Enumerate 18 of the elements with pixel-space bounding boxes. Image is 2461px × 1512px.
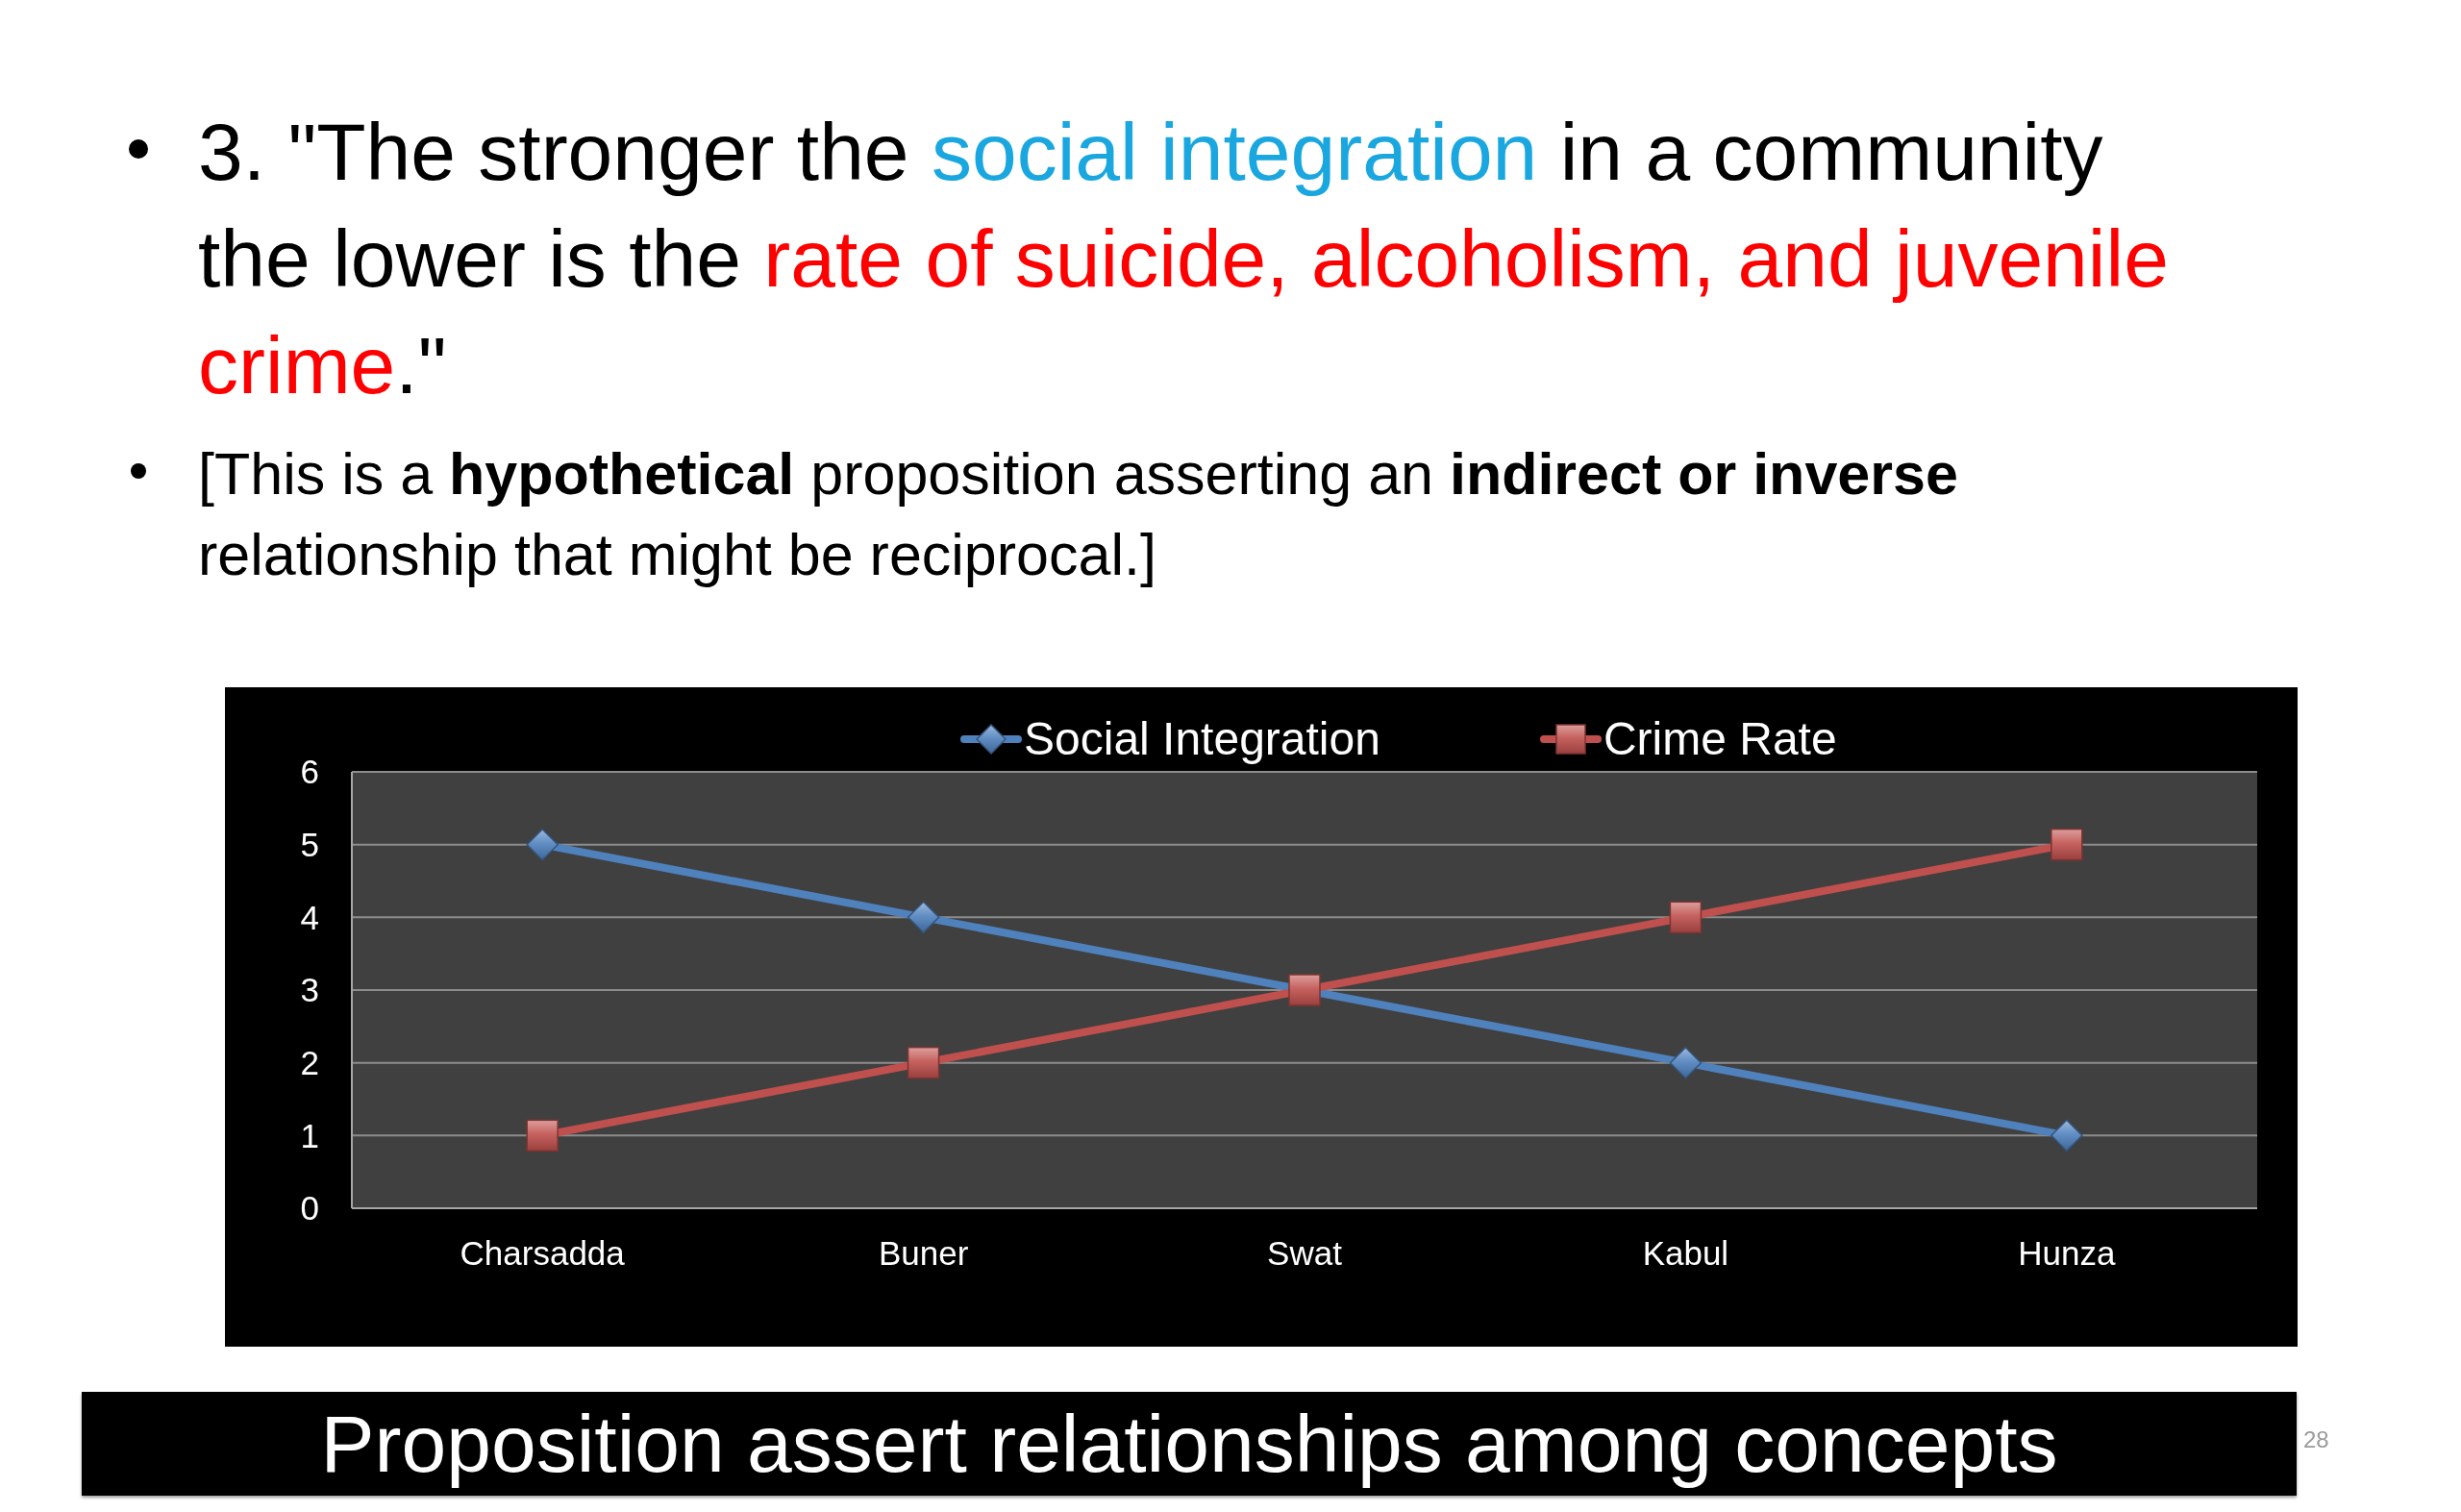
y-tick-label: 6 [300,753,319,791]
y-tick-label: 1 [300,1116,319,1154]
x-tick-label: Buner [878,1233,969,1272]
text: [This is a hypothetical proposition asserting an indirect or inverse relationship that might be reciprocal.] [198,441,1958,587]
legend-label: Social Integration [1024,712,1380,765]
y-tick-label: 0 [300,1189,319,1227]
x-tick-label: Kabul [1642,1233,1729,1272]
text: Proposition assert relationships among concepts [82,1392,2297,1496]
text: 28 [2303,1426,2329,1453]
y-tick-label: 3 [300,971,319,1009]
x-tick-label: Charsadda [460,1233,626,1272]
y-tick-label: 2 [300,1044,319,1082]
legend-label: Crime Rate [1603,712,1837,765]
x-tick-label: Hunza [2018,1233,2116,1272]
chart-title: 3. "The stronger the social integration in a community the lower is the rate of suicide, alcoholism, and juvenile crime." [198,107,2169,410]
y-tick-label: 5 [300,826,319,864]
x-tick-label: Swat [1267,1233,1343,1272]
y-tick-label: 4 [300,898,319,936]
